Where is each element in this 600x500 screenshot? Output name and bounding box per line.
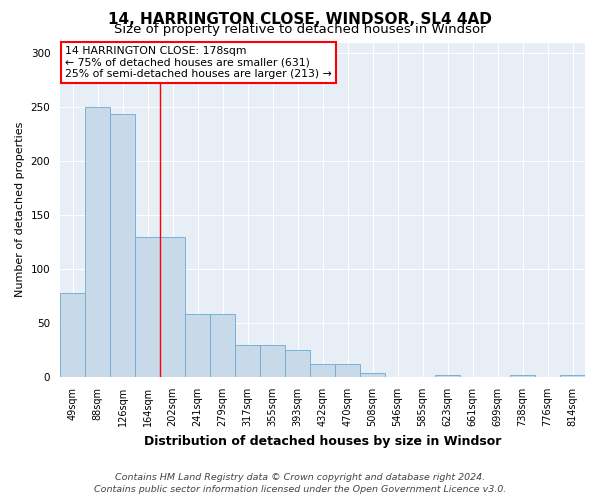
Bar <box>310 364 335 377</box>
Bar <box>560 375 585 377</box>
X-axis label: Distribution of detached houses by size in Windsor: Distribution of detached houses by size … <box>144 434 501 448</box>
Text: 14, HARRINGTON CLOSE, WINDSOR, SL4 4AD: 14, HARRINGTON CLOSE, WINDSOR, SL4 4AD <box>108 12 492 26</box>
Bar <box>260 344 285 377</box>
Bar <box>185 314 210 377</box>
Y-axis label: Number of detached properties: Number of detached properties <box>15 122 25 298</box>
Text: Contains HM Land Registry data © Crown copyright and database right 2024.
Contai: Contains HM Land Registry data © Crown c… <box>94 472 506 494</box>
Bar <box>210 314 235 377</box>
Bar <box>285 350 310 377</box>
Bar <box>360 373 385 377</box>
Bar <box>135 237 160 377</box>
Bar <box>435 375 460 377</box>
Bar <box>160 237 185 377</box>
Text: Size of property relative to detached houses in Windsor: Size of property relative to detached ho… <box>114 22 486 36</box>
Bar <box>110 114 135 377</box>
Bar <box>235 344 260 377</box>
Bar <box>85 108 110 377</box>
Bar <box>510 375 535 377</box>
Text: 14 HARRINGTON CLOSE: 178sqm
← 75% of detached houses are smaller (631)
25% of se: 14 HARRINGTON CLOSE: 178sqm ← 75% of det… <box>65 46 332 79</box>
Bar <box>335 364 360 377</box>
Bar <box>60 293 85 377</box>
